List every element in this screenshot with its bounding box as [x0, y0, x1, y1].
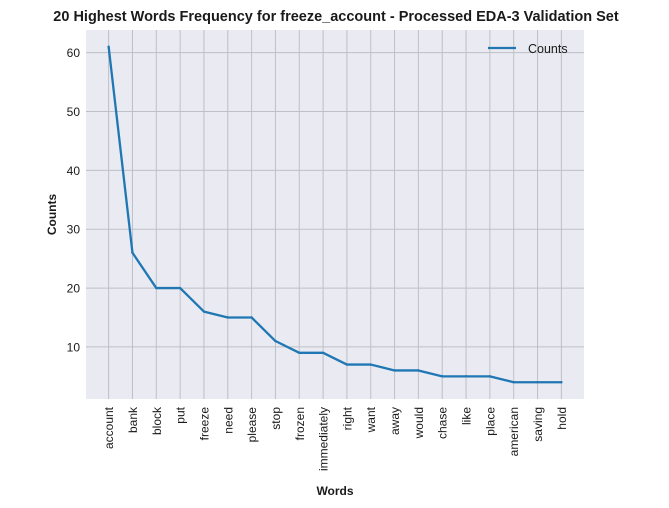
data-point	[250, 316, 253, 319]
data-point	[107, 45, 110, 48]
x-tick-label: stop	[269, 407, 283, 430]
y-tick-labels: 10 20 30 40 50 60	[67, 46, 81, 354]
series-line-counts	[107, 45, 563, 384]
x-tick-label: freeze	[197, 407, 211, 441]
grid-lines	[86, 30, 584, 399]
data-point	[536, 381, 539, 384]
data-point	[298, 351, 301, 355]
data-point	[321, 351, 325, 355]
x-tick-label: hold	[555, 407, 569, 430]
data-point	[560, 381, 563, 384]
x-tick-label: block	[150, 406, 164, 435]
data-point	[464, 375, 468, 378]
x-tick-label: immediately	[317, 407, 331, 471]
legend-label-counts: Counts	[528, 42, 568, 56]
x-tick-label: would	[412, 407, 426, 439]
x-tick-label: like	[460, 407, 474, 425]
x-tick-label: frozen	[293, 407, 307, 440]
y-tick-label: 10	[67, 340, 81, 354]
x-tick-label: please	[245, 407, 259, 443]
legend: Counts	[488, 42, 568, 56]
y-tick-label: 20	[67, 282, 81, 296]
y-axis-label: Counts	[45, 194, 59, 236]
series-lines	[107, 45, 563, 384]
data-point	[226, 316, 229, 319]
x-tick-label: place	[483, 407, 497, 436]
x-tick-label: want	[364, 406, 378, 433]
x-tick-label: away	[388, 407, 402, 435]
data-point	[345, 363, 349, 366]
data-point	[202, 310, 206, 313]
data-point	[131, 251, 134, 254]
x-tick-labels: account bank block put freeze need please stop f…	[102, 406, 569, 471]
y-tick-label: 40	[67, 164, 81, 178]
x-tick-label: bank	[126, 406, 140, 433]
y-tick-label: 60	[67, 46, 81, 60]
data-point	[393, 369, 396, 372]
y-tick-label: 30	[67, 223, 81, 237]
data-point	[417, 369, 420, 372]
data-point	[178, 286, 182, 290]
data-point	[441, 375, 444, 378]
chart-title: 20 Highest Words Frequency for freeze_ac…	[53, 9, 619, 25]
x-tick-label: american	[507, 407, 521, 456]
x-tick-label: put	[174, 406, 188, 423]
x-tick-label: chase	[436, 407, 450, 439]
data-point	[369, 363, 372, 366]
data-point	[512, 381, 515, 384]
data-point	[274, 339, 277, 343]
x-tick-label: account	[102, 406, 116, 449]
x-tick-label: saving	[531, 407, 545, 442]
x-axis-label: Words	[316, 484, 353, 498]
y-tick-label: 50	[67, 105, 81, 119]
data-point	[155, 286, 158, 290]
x-tick-label: right	[340, 406, 354, 430]
x-tick-label: need	[221, 407, 235, 434]
plot-area	[86, 30, 584, 399]
data-point	[488, 375, 492, 378]
